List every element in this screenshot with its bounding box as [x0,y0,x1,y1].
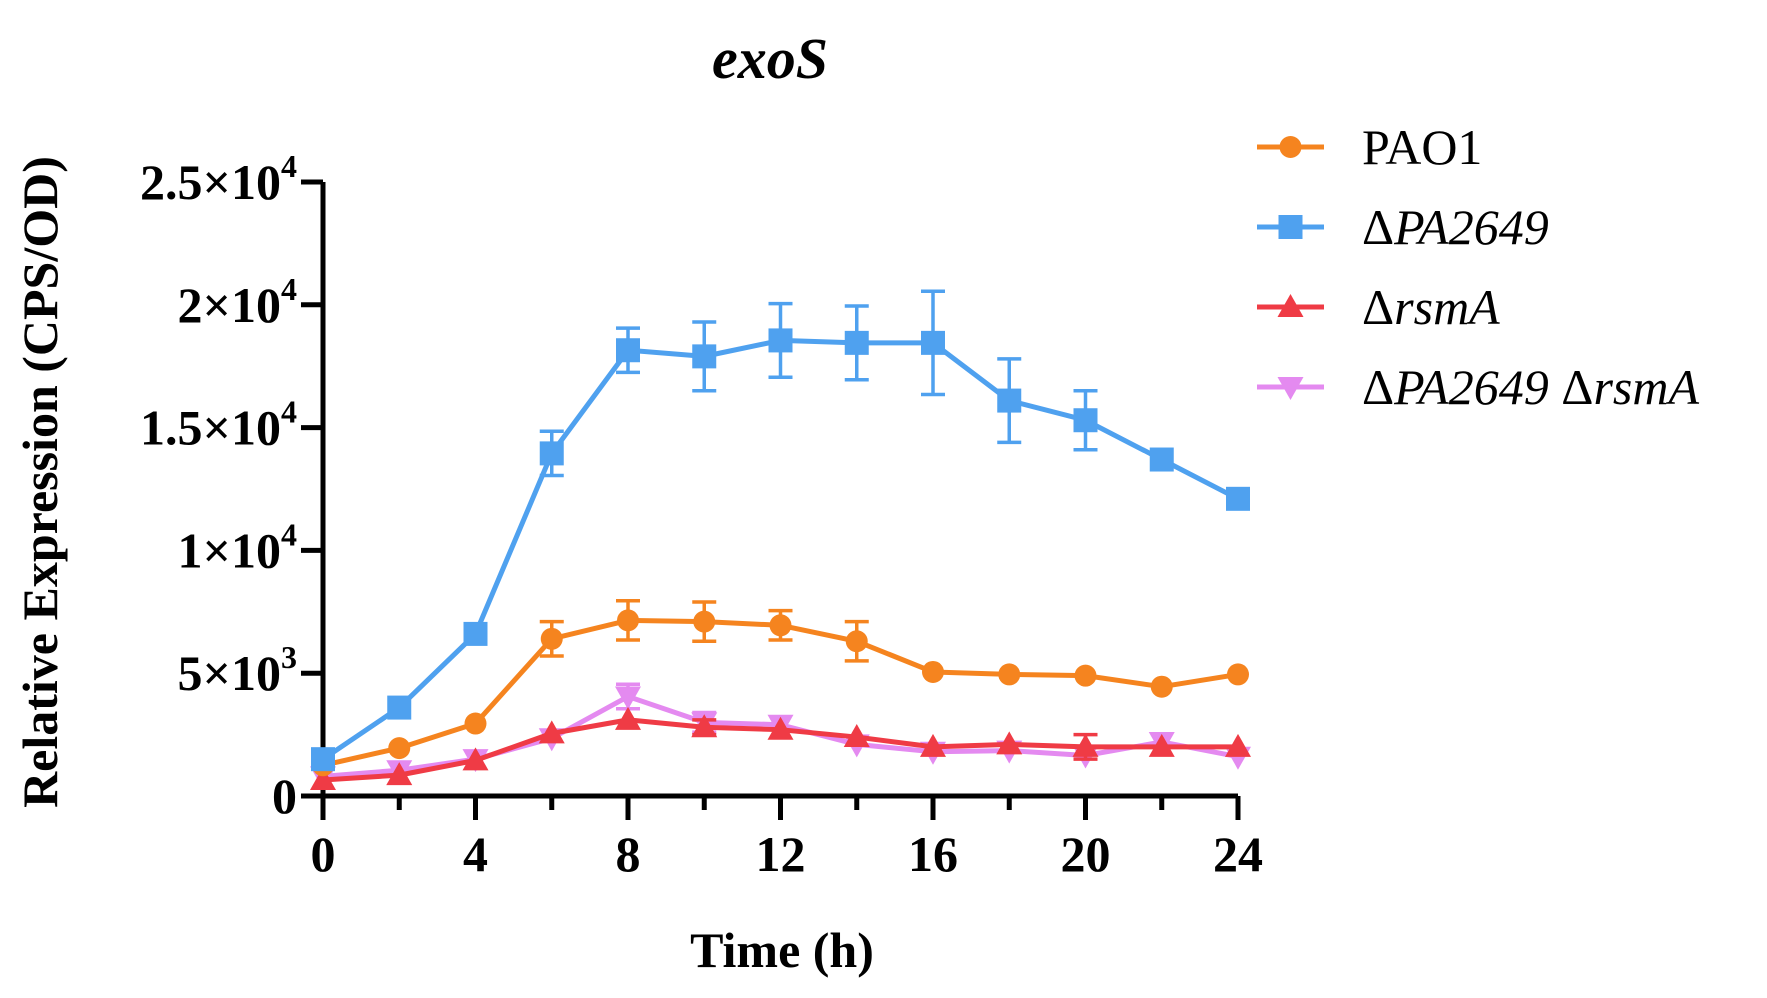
legend-item: ΔPA2649 [1257,199,1549,255]
data-point [463,621,488,646]
x-tick-label: 4 [463,826,488,882]
data-point [844,330,869,355]
data-point [1150,675,1173,698]
data-point [1074,664,1097,687]
data-point [920,733,946,757]
data-point [615,686,641,710]
data-point [540,627,563,650]
y-tick-label: 2.5×104 [140,148,297,210]
data-point [617,609,639,632]
y-tick-label: 1×104 [178,516,298,578]
axes: 0 5×103 1×104 1.5×104 2×104 2.5×104 0 4 8 12 16 20 2… [140,148,1263,882]
legend-marker [1277,377,1304,400]
data-point [921,330,945,355]
data-point [311,747,335,772]
y-tick-label: 2×104 [178,271,298,333]
data-point [692,344,717,369]
legend-marker [1277,294,1304,317]
x-tick-label: 24 [1213,826,1263,882]
series-line [321,337,1240,762]
legend-marker [1278,215,1303,239]
series-1 [311,289,1250,772]
data-point [1073,408,1098,433]
series-0 [312,598,1249,777]
legend: PAO1 ΔPA2649 ΔrsmA ΔPA2649 ΔrsmA [1257,119,1699,415]
data-point [387,695,412,720]
data-point [997,388,1022,413]
legend-label: PAO1 [1362,119,1482,175]
legend-item: ΔPA2649 ΔrsmA [1257,359,1699,415]
data-point [388,737,411,760]
series-2 [310,706,1251,791]
data-point [693,610,716,633]
x-tick-label: 16 [908,826,958,882]
data-point [691,714,718,738]
data-point [386,762,413,786]
x-tick-label: 20 [1061,826,1111,882]
data-point [539,441,564,466]
data-point [769,614,792,637]
x-tick-label: 0 [311,826,336,882]
y-axis-label: Relative Expression (CPS/OD) [12,156,68,808]
y-tick-label: 1.5×104 [140,394,297,456]
series-line [322,617,1239,768]
data-point [310,767,336,791]
data-point [767,716,794,740]
data-point [616,338,640,363]
data-point [1148,733,1175,757]
data-point [998,663,1021,686]
data-point [464,712,487,735]
data-point [843,724,870,748]
plot-area [310,289,1251,791]
data-point [922,660,944,683]
data-point [538,720,565,744]
legend-marker [1279,136,1302,158]
data-point [1072,733,1099,757]
data-point [996,731,1023,755]
legend-item: ΔrsmA [1257,279,1500,335]
legend-item: PAO1 [1257,119,1482,175]
data-point [462,747,489,771]
data-point [615,706,641,730]
data-point [1149,447,1174,472]
data-point [768,328,793,353]
y-tick-label: 0 [272,768,297,824]
chart-title: exoS [712,26,828,91]
data-point [1227,663,1249,686]
x-tick-label: 8 [616,826,641,882]
legend-label: ΔrsmA [1362,279,1500,335]
data-point [845,630,868,653]
legend-label: ΔPA2649 [1362,199,1549,255]
x-tick-label: 12 [756,826,806,882]
data-point [1225,733,1251,757]
y-tick-label: 5×103 [178,639,298,701]
data-point [1226,486,1250,511]
x-axis-label: Time (h) [690,922,874,978]
legend-label: ΔPA2649 ΔrsmA [1362,359,1699,415]
